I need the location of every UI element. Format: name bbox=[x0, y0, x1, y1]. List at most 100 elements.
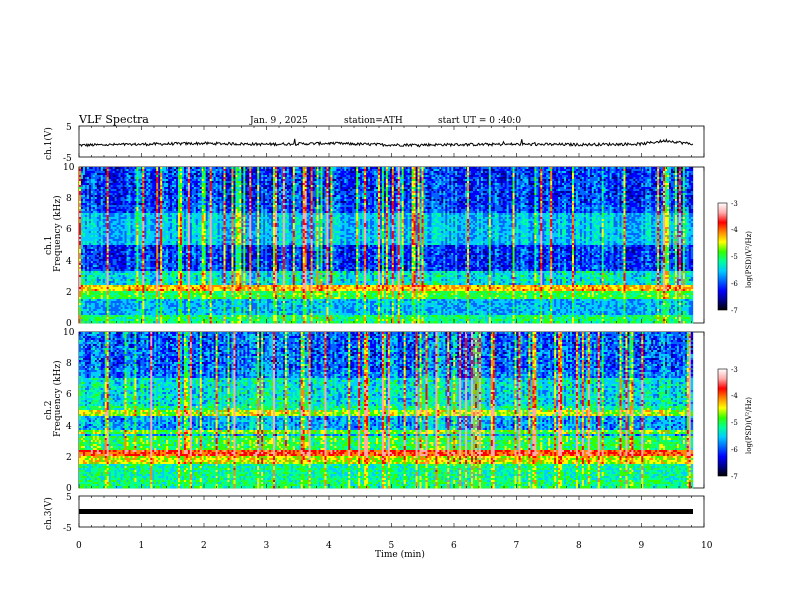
spectrogram-cell bbox=[221, 171, 224, 174]
spectrogram-cell bbox=[659, 169, 662, 172]
spectrogram-cell bbox=[546, 175, 549, 178]
spectrogram-cell bbox=[360, 177, 363, 180]
spectrogram-cell bbox=[659, 177, 662, 180]
spectrogram-cell bbox=[334, 173, 337, 176]
spectrogram-cell bbox=[294, 167, 298, 170]
spectrogram-cell bbox=[197, 179, 201, 182]
spectrogram-cell bbox=[401, 175, 405, 178]
spectrogram-cell bbox=[80, 167, 84, 170]
spectrogram-cell bbox=[211, 173, 215, 176]
spectrogram-cell bbox=[564, 175, 567, 178]
spectrogram-cell bbox=[613, 169, 616, 172]
spectrogram-cell bbox=[310, 175, 314, 178]
spectrogram-cell bbox=[562, 171, 565, 174]
spectrogram-cell bbox=[134, 169, 137, 172]
spectrogram-cell bbox=[611, 173, 614, 176]
spectrogram-cell bbox=[316, 179, 319, 182]
spectrogram-cell bbox=[459, 177, 462, 180]
spectrogram-cell bbox=[330, 177, 333, 180]
spectrogram-cell bbox=[334, 177, 337, 180]
spectrogram-cell bbox=[249, 177, 252, 180]
spectrogram-cell bbox=[278, 177, 282, 180]
ch1-x-ticks bbox=[78, 126, 705, 157]
spectrogram-cell bbox=[544, 169, 547, 172]
spectrogram-cell bbox=[276, 177, 280, 180]
spectrogram-cell bbox=[560, 167, 563, 170]
spectrogram-cell bbox=[613, 171, 616, 174]
spectrogram-cell bbox=[552, 169, 555, 172]
spectrogram-cell bbox=[564, 173, 567, 176]
spectrogram-cell bbox=[124, 169, 127, 172]
spectrogram-cell bbox=[577, 173, 581, 176]
spectrogram-cell bbox=[370, 173, 373, 176]
spectrogram-cell bbox=[625, 177, 628, 180]
spectrogram-cell bbox=[552, 175, 555, 178]
spectrogram-cell bbox=[635, 171, 638, 174]
spectrogram-cell bbox=[370, 177, 373, 180]
spectrogram-cell bbox=[607, 175, 610, 178]
spectrogram-cell bbox=[183, 171, 187, 174]
spectrogram-cell bbox=[233, 171, 236, 174]
spectrogram-cell bbox=[645, 167, 648, 170]
spectrogram-cell bbox=[676, 167, 680, 170]
spectrogram-cell bbox=[148, 175, 151, 178]
spectrogram-cell bbox=[676, 175, 680, 178]
spectrogram-cell bbox=[148, 169, 151, 172]
spectrogram-cell bbox=[130, 177, 133, 180]
spectrogram-cell bbox=[472, 171, 476, 174]
spectrogram-cell bbox=[150, 177, 153, 180]
spectrogram-cell bbox=[296, 179, 300, 182]
spectrogram-cell bbox=[185, 167, 189, 170]
spectrogram-cell bbox=[166, 177, 169, 180]
spectrogram-cell bbox=[502, 171, 506, 174]
spectrogram-cell bbox=[179, 179, 183, 182]
spectrogram-cell bbox=[437, 167, 440, 170]
spectrogram-cell bbox=[320, 175, 323, 178]
spectrogram-cell bbox=[601, 167, 605, 170]
spectrogram-cell bbox=[310, 173, 314, 176]
spectrogram-cell bbox=[201, 171, 205, 174]
spectrogram-cell bbox=[419, 175, 422, 178]
spectrogram-cell bbox=[579, 171, 583, 174]
spectrogram-cell bbox=[229, 177, 232, 180]
spectrogram-cell bbox=[280, 169, 284, 172]
spectrogram-cell bbox=[480, 173, 484, 176]
spectrogram-cell bbox=[338, 171, 341, 174]
spectrogram-cell bbox=[122, 167, 125, 170]
spectrogram-cell bbox=[114, 175, 118, 178]
spectrogram-cell bbox=[342, 173, 345, 176]
spectrogram-cell bbox=[587, 175, 591, 178]
spectrogram-cell bbox=[411, 175, 414, 178]
spectrogram-cell bbox=[286, 179, 290, 182]
spectrogram-cell bbox=[273, 175, 276, 178]
spectrogram-cell bbox=[138, 169, 141, 172]
spectrogram-cell bbox=[617, 167, 620, 170]
spectrogram-cell bbox=[330, 167, 333, 170]
spectrogram-cell bbox=[136, 179, 139, 182]
spectrogram-cell bbox=[318, 173, 321, 176]
spectrogram-cell bbox=[528, 177, 531, 180]
spectrogram-cell bbox=[502, 177, 506, 180]
spectrogram-cell bbox=[435, 169, 438, 172]
spectrogram-cell bbox=[579, 175, 583, 178]
spectrogram-cell bbox=[480, 177, 484, 180]
spectrogram-cell bbox=[455, 167, 458, 170]
spectrogram-cell bbox=[649, 167, 652, 170]
spectrogram-cell bbox=[187, 167, 191, 170]
spectrogram-cell bbox=[146, 169, 149, 172]
spectrogram-cell bbox=[599, 173, 603, 176]
spectrogram-cell bbox=[516, 173, 519, 176]
spectrogram-cell bbox=[490, 175, 494, 178]
spectrogram-cell bbox=[170, 175, 173, 178]
spectrogram-cell bbox=[546, 171, 549, 174]
spectrogram-cell bbox=[352, 169, 355, 172]
spectrogram-cell bbox=[370, 175, 373, 178]
spectrogram-cell bbox=[447, 175, 450, 178]
spectrogram-cell bbox=[338, 167, 341, 170]
spectrogram-cell bbox=[621, 173, 624, 176]
spectrogram-cell bbox=[401, 179, 405, 182]
spectrogram-cell bbox=[80, 171, 84, 174]
spectrogram-cell bbox=[79, 167, 82, 170]
spectrogram-cell bbox=[457, 173, 460, 176]
spectrogram-cell bbox=[128, 173, 131, 176]
